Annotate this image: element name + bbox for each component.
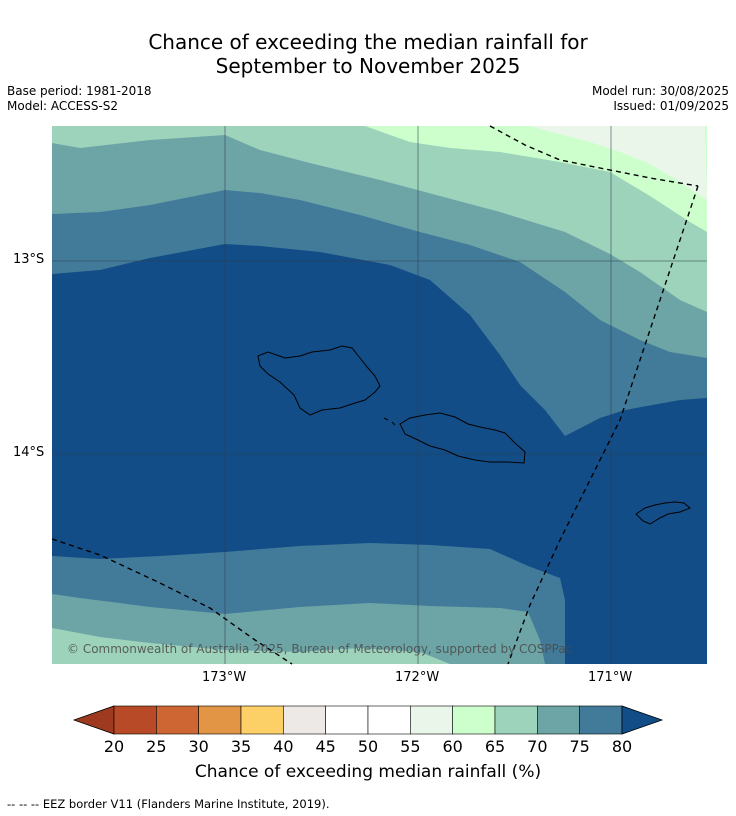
lon-label-173w: 173°W <box>202 670 247 685</box>
colorbar-tick-label: 35 <box>230 737 252 756</box>
island-upolu <box>399 412 526 464</box>
eez-border-east <box>507 185 699 665</box>
colorbar-tick-label: 60 <box>442 737 463 756</box>
colorbar-extend-low <box>72 705 115 735</box>
colorbar-tick-label: 45 <box>315 737 336 756</box>
title-line-2: September to November 2025 <box>215 54 521 78</box>
colorbar-segment <box>240 705 284 735</box>
issued-date: Issued: 01/09/2025 <box>613 99 729 113</box>
island-savaii <box>257 345 381 416</box>
colorbar-segment <box>410 705 453 735</box>
lon-label-171w: 171°W <box>588 670 633 685</box>
lon-label-172w: 172°W <box>395 670 440 685</box>
colorbar-tick-label: 30 <box>188 737 209 756</box>
colorbar-segment <box>113 705 157 735</box>
meta-left: Base period: 1981-2018 Model: ACCESS-S2 <box>7 84 152 114</box>
eez-border-southwest <box>51 538 293 665</box>
island-outlines <box>257 345 691 525</box>
title-line-1: Chance of exceeding the median rainfall … <box>148 30 588 54</box>
colorbar-tick-label: 65 <box>484 737 506 756</box>
contour-layers <box>52 126 707 664</box>
lat-label-14s: 14°S <box>13 445 45 460</box>
meta-right: Model run: 30/08/2025 Issued: 01/09/2025 <box>592 84 729 114</box>
colorbar-segment <box>367 705 411 735</box>
colorbar-segment <box>452 705 496 735</box>
colorbar <box>72 705 664 735</box>
colorbar-tick-label: 80 <box>611 737 633 756</box>
colorbar-segment <box>283 705 326 735</box>
lat-label-13s: 13°S <box>13 252 45 267</box>
copyright-notice: © Commonwealth of Australia 2025, Bureau… <box>67 642 573 656</box>
chart-title: Chance of exceeding the median rainfall … <box>0 30 736 78</box>
base-period: Base period: 1981-2018 <box>7 84 152 98</box>
colorbar-tick-label: 40 <box>273 737 294 756</box>
colorbar-segment <box>156 705 199 735</box>
band-65-top <box>52 126 707 312</box>
colorbar-tick-label: 75 <box>569 737 590 756</box>
model-run: Model run: 30/08/2025 <box>591 84 729 98</box>
colorbar-tick-label: 70 <box>527 737 548 756</box>
footnote: -- -- -- EEZ border V11 (Flanders Marine… <box>7 797 330 811</box>
model-name: Model: ACCESS-S2 <box>7 99 119 113</box>
colorbar-segment <box>537 705 580 735</box>
colorbar-tick-label: 50 <box>357 737 379 756</box>
colorbar-tick-label: 20 <box>103 737 125 756</box>
colorbar-label: Chance of exceeding median rainfall (%) <box>194 762 542 782</box>
band-65-bottom <box>52 628 450 664</box>
colorbar-tick-label: 55 <box>400 737 421 756</box>
colorbar-segment <box>325 705 369 735</box>
colorbar-segment <box>198 705 242 735</box>
eez-borders <box>51 125 699 665</box>
island-small <box>383 417 396 426</box>
colorbar-tick-label: 25 <box>146 737 167 756</box>
island-tutuila <box>635 501 691 525</box>
graticule <box>52 126 707 664</box>
colorbar-segment <box>579 705 623 735</box>
colorbar-extend-high <box>621 705 664 735</box>
band-55-top <box>530 126 707 200</box>
colorbar-segment <box>494 705 538 735</box>
